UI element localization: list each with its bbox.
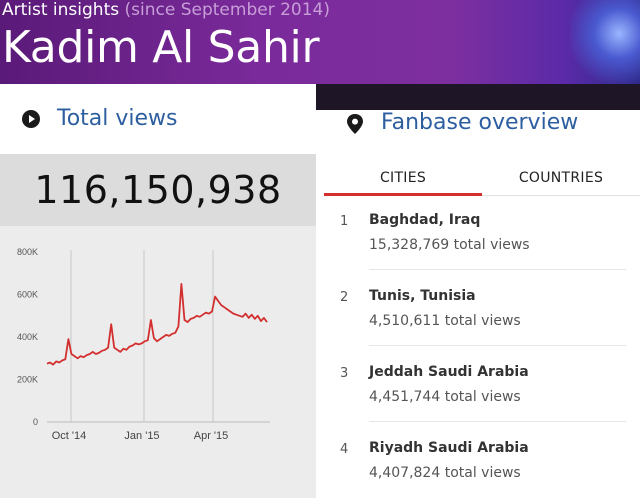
city-row[interactable]: 2 Tunis, Tunisia 4,510,611 total views: [324, 284, 640, 360]
tab-countries[interactable]: COUNTRIES: [518, 170, 604, 186]
fanbase-card: Fanbase overview CITIES COUNTRIES 1 Bagh…: [324, 110, 640, 498]
row-divider: [369, 345, 626, 346]
y-tick-label: 200K: [17, 375, 38, 385]
row-divider: [369, 269, 626, 270]
total-views-card: Total views 116,150,938 0 200K 400K 600K 800…: [0, 84, 316, 498]
city-rank: 3: [340, 366, 349, 381]
city-rank: 4: [340, 442, 349, 457]
views-chart: 0 200K 400K 600K 800K Oct '14 Jan '15 Apr '15: [0, 226, 316, 498]
fanbase-tabs: CITIES COUNTRIES: [324, 160, 640, 196]
fanbase-heading: Fanbase overview: [346, 110, 578, 135]
y-tick-label: 800K: [17, 247, 38, 257]
y-tick-label: 0: [33, 417, 38, 427]
y-tick-label: 600K: [17, 290, 38, 300]
city-row[interactable]: 4 Riyadh Saudi Arabia 4,407,824 total vi…: [324, 436, 640, 498]
tab-cities[interactable]: CITIES: [379, 170, 427, 186]
views-chart-svg: 0 200K 400K 600K 800K Oct '14 Jan '15 Apr '15: [17, 247, 270, 442]
subtitle-label: Artist insights: [2, 0, 120, 20]
total-views-box: 116,150,938: [0, 154, 316, 226]
city-views: 15,328,769 total views: [369, 237, 530, 253]
city-name: Riyadh Saudi Arabia: [369, 440, 529, 456]
city-views: 4,510,611 total views: [369, 313, 521, 329]
total-views-count: 116,150,938: [34, 168, 282, 212]
city-row[interactable]: 1 Baghdad, Iraq 15,328,769 total views: [324, 208, 640, 284]
city-name: Jeddah Saudi Arabia: [369, 364, 529, 380]
active-tab-indicator: [324, 193, 482, 196]
x-tick-label: Jan '15: [124, 430, 159, 442]
total-views-title: Total views: [57, 106, 178, 131]
total-views-heading: Total views: [22, 106, 178, 131]
series-line: [46, 283, 268, 366]
city-rank: 2: [340, 290, 349, 305]
city-rank: 1: [340, 214, 349, 229]
city-views: 4,451,744 total views: [369, 389, 521, 405]
x-tick-label: Oct '14: [52, 430, 87, 442]
city-name: Tunis, Tunisia: [369, 288, 476, 304]
row-divider: [369, 421, 626, 422]
fanbase-title: Fanbase overview: [381, 110, 579, 135]
header-subtitle: Artist insights (since September 2014): [2, 0, 330, 20]
city-name: Baghdad, Iraq: [369, 212, 481, 228]
play-circle-icon: [22, 109, 40, 128]
artist-header: Artist insights (since September 2014) K…: [0, 0, 640, 84]
header-divider-strip: [316, 84, 640, 110]
location-pin-icon: [346, 113, 364, 134]
tabs-divider: [324, 195, 640, 196]
city-row[interactable]: 3 Jeddah Saudi Arabia 4,451,744 total vi…: [324, 360, 640, 436]
y-tick-label: 400K: [17, 332, 38, 342]
city-views: 4,407,824 total views: [369, 465, 521, 481]
x-tick-label: Apr '15: [194, 430, 229, 442]
header-glow: [570, 0, 640, 84]
subtitle-since: (since September 2014): [124, 0, 330, 20]
artist-name: Kadim Al Sahir: [2, 22, 320, 73]
